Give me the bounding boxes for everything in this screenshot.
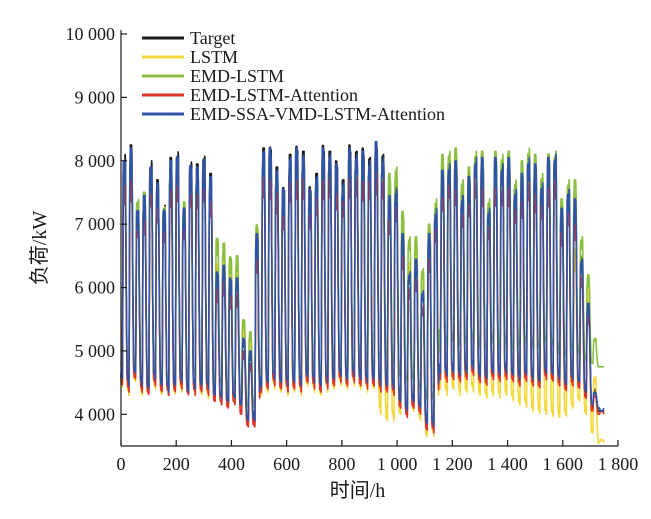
y-tick-label: 4 000 <box>75 404 116 424</box>
x-tick-label: 200 <box>163 454 190 474</box>
x-tick-label: 1 600 <box>543 454 584 474</box>
y-tick-label: 10 000 <box>66 24 116 44</box>
x-tick-label: 1 200 <box>432 454 473 474</box>
legend-label-emd-lstm: EMD-LSTM <box>190 66 284 86</box>
legend-label-lstm: LSTM <box>190 47 238 67</box>
x-tick-label: 400 <box>218 454 245 474</box>
x-tick-label: 600 <box>273 454 300 474</box>
x-tick-label: 1 800 <box>598 454 639 474</box>
y-tick-label: 7 000 <box>75 214 116 234</box>
x-tick-label: 800 <box>328 454 355 474</box>
legend-label-emd-ssa-vmd-lstm-attention: EMD-SSA-VMD-LSTM-Attention <box>190 104 445 124</box>
series-line-emd-ssa-vmd-lstm-attention <box>120 140 605 428</box>
y-tick-label: 9 000 <box>75 87 116 107</box>
legend-label-target: Target <box>190 28 235 48</box>
y-tick-label: 5 000 <box>75 341 116 361</box>
series-layer <box>120 140 605 444</box>
x-axis-title: 时间/h <box>330 479 386 502</box>
legend: TargetLSTMEMD-LSTMEMD-LSTM-AttentionEMD-… <box>142 28 445 124</box>
y-axis-title: 负荷/kW <box>28 211 51 286</box>
y-tick-label: 6 000 <box>75 278 116 298</box>
x-tick-label: 1 400 <box>487 454 528 474</box>
legend-label-emd-lstm-attention: EMD-LSTM-Attention <box>190 85 358 105</box>
x-tick-label: 1 000 <box>377 454 418 474</box>
x-tick-label: 0 <box>117 454 126 474</box>
y-tick-label: 8 000 <box>75 151 116 171</box>
axes-layer: 4 000 5 000 6 000 7 000 8 000 9 000 10 000 0 200… <box>28 24 638 502</box>
